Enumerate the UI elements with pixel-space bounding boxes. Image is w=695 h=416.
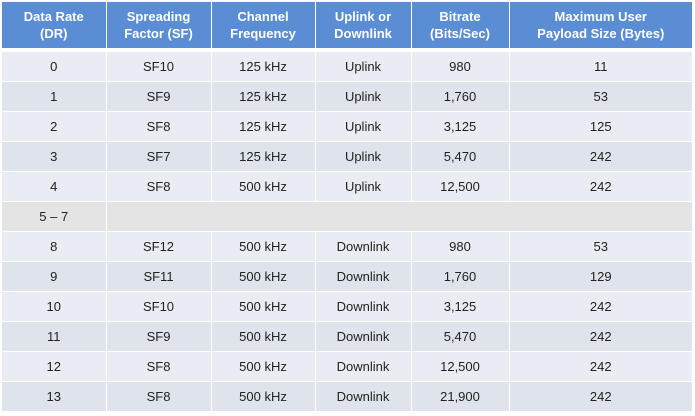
cell-direction: Downlink: [315, 351, 412, 382]
cell-data-rate: 5 – 7: [2, 201, 107, 232]
cell-bitrate: 3,125: [411, 111, 510, 142]
cell-direction: Downlink: [315, 231, 412, 262]
cell-data-rate: 0: [2, 50, 107, 82]
cell-channel-frequency: 500 kHz: [211, 321, 316, 352]
table-row: 10 SF10 500 kHz Downlink 3,125 242: [2, 291, 692, 322]
cell-max-payload: 242: [509, 321, 692, 352]
header-uplink-downlink: Uplink or Downlink: [315, 2, 412, 50]
header-channel-frequency: Channel Frequency: [211, 2, 316, 50]
cell-direction: Downlink: [315, 321, 412, 352]
cell-max-payload: 242: [509, 351, 692, 382]
cell-bitrate: 5,470: [411, 321, 510, 352]
cell-data-rate: 3: [2, 141, 107, 172]
header-data-rate: Data Rate (DR): [2, 2, 107, 50]
table-row: 11 SF9 500 kHz Downlink 5,470 242: [2, 321, 692, 352]
table-row: 2 SF8 125 kHz Uplink 3,125 125: [2, 111, 692, 142]
cell-direction: Uplink: [315, 111, 412, 142]
table-row-reserved: 5 – 7: [2, 201, 692, 232]
cell-max-payload: 242: [509, 141, 692, 172]
cell-reserved-empty: [106, 201, 692, 232]
cell-channel-frequency: 125 kHz: [211, 81, 316, 112]
cell-direction: Downlink: [315, 291, 412, 322]
header-max-payload: Maximum User Payload Size (Bytes): [509, 2, 692, 50]
data-rate-table-container: Data Rate (DR) Spreading Factor (SF) Cha…: [2, 2, 692, 412]
cell-bitrate: 3,125: [411, 291, 510, 322]
cell-spreading-factor: SF8: [106, 111, 212, 142]
cell-data-rate: 10: [2, 291, 107, 322]
table-row: 3 SF7 125 kHz Uplink 5,470 242: [2, 141, 692, 172]
header-row: Data Rate (DR) Spreading Factor (SF) Cha…: [2, 2, 692, 50]
cell-spreading-factor: SF8: [106, 171, 212, 202]
cell-spreading-factor: SF10: [106, 291, 212, 322]
cell-channel-frequency: 500 kHz: [211, 171, 316, 202]
cell-data-rate: 13: [2, 381, 107, 412]
cell-bitrate: 5,470: [411, 141, 510, 172]
cell-max-payload: 129: [509, 261, 692, 292]
cell-bitrate: 21,900: [411, 381, 510, 412]
cell-max-payload: 242: [509, 291, 692, 322]
cell-direction: Uplink: [315, 171, 412, 202]
data-rate-table: Data Rate (DR) Spreading Factor (SF) Cha…: [2, 2, 692, 412]
cell-channel-frequency: 500 kHz: [211, 351, 316, 382]
cell-spreading-factor: SF8: [106, 381, 212, 412]
cell-channel-frequency: 125 kHz: [211, 50, 316, 82]
cell-max-payload: 125: [509, 111, 692, 142]
cell-channel-frequency: 500 kHz: [211, 291, 316, 322]
cell-spreading-factor: SF9: [106, 321, 212, 352]
cell-direction: Uplink: [315, 81, 412, 112]
cell-bitrate: 1,760: [411, 81, 510, 112]
table-row: 4 SF8 500 kHz Uplink 12,500 242: [2, 171, 692, 202]
cell-spreading-factor: SF11: [106, 261, 212, 292]
table-row: 1 SF9 125 kHz Uplink 1,760 53: [2, 81, 692, 112]
cell-max-payload: 11: [509, 50, 692, 82]
header-bitrate: Bitrate (Bits/Sec): [411, 2, 510, 50]
table-row: 8 SF12 500 kHz Downlink 980 53: [2, 231, 692, 262]
cell-spreading-factor: SF12: [106, 231, 212, 262]
cell-data-rate: 8: [2, 231, 107, 262]
cell-bitrate: 980: [411, 231, 510, 262]
cell-spreading-factor: SF7: [106, 141, 212, 172]
cell-direction: Downlink: [315, 381, 412, 412]
cell-max-payload: 242: [509, 381, 692, 412]
cell-max-payload: 53: [509, 231, 692, 262]
cell-channel-frequency: 500 kHz: [211, 381, 316, 412]
cell-max-payload: 242: [509, 171, 692, 202]
cell-max-payload: 53: [509, 81, 692, 112]
cell-channel-frequency: 125 kHz: [211, 111, 316, 142]
cell-channel-frequency: 500 kHz: [211, 231, 316, 262]
cell-data-rate: 1: [2, 81, 107, 112]
header-spreading-factor: Spreading Factor (SF): [106, 2, 212, 50]
cell-direction: Uplink: [315, 50, 412, 82]
cell-channel-frequency: 500 kHz: [211, 261, 316, 292]
table-row: 12 SF8 500 kHz Downlink 12,500 242: [2, 351, 692, 382]
cell-channel-frequency: 125 kHz: [211, 141, 316, 172]
table-row: 13 SF8 500 kHz Downlink 21,900 242: [2, 381, 692, 412]
cell-bitrate: 12,500: [411, 171, 510, 202]
cell-data-rate: 12: [2, 351, 107, 382]
cell-data-rate: 11: [2, 321, 107, 352]
cell-spreading-factor: SF9: [106, 81, 212, 112]
cell-spreading-factor: SF10: [106, 50, 212, 82]
table-row: 9 SF11 500 kHz Downlink 1,760 129: [2, 261, 692, 292]
table-body: 0 SF10 125 kHz Uplink 980 11 1 SF9 125 k…: [2, 50, 692, 412]
table-row: 0 SF10 125 kHz Uplink 980 11: [2, 50, 692, 82]
cell-direction: Uplink: [315, 141, 412, 172]
cell-bitrate: 980: [411, 50, 510, 82]
cell-spreading-factor: SF8: [106, 351, 212, 382]
cell-data-rate: 9: [2, 261, 107, 292]
cell-bitrate: 12,500: [411, 351, 510, 382]
cell-bitrate: 1,760: [411, 261, 510, 292]
cell-data-rate: 4: [2, 171, 107, 202]
table-header: Data Rate (DR) Spreading Factor (SF) Cha…: [2, 2, 692, 50]
cell-direction: Downlink: [315, 261, 412, 292]
cell-data-rate: 2: [2, 111, 107, 142]
